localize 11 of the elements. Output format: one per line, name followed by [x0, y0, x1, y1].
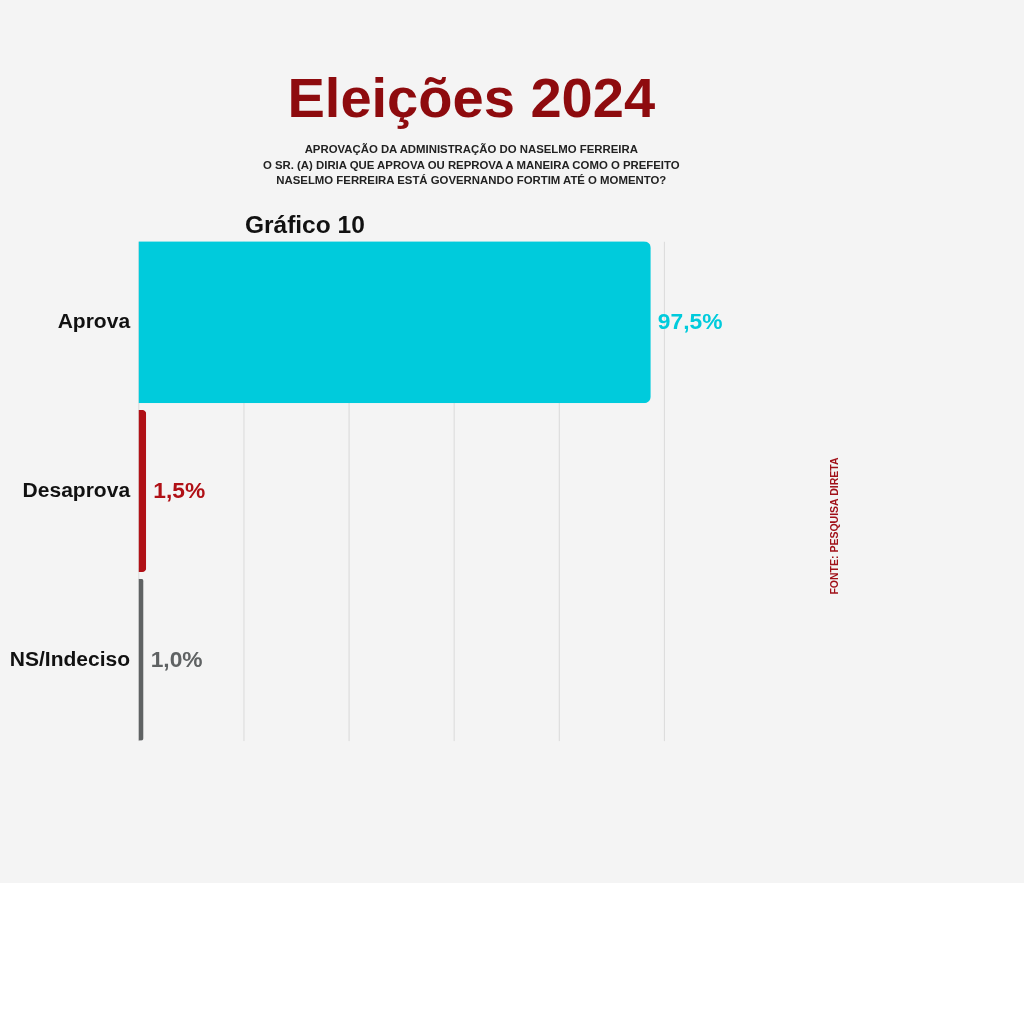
chart-title: Eleições 2024	[287, 65, 656, 129]
y-tick-label: Desaprova	[22, 478, 131, 502]
text: O SR. (A) DIRIA QUE APROVA OU REPROVA A MANEIRA COMO O PREFEITO NASELMO FERREIRA ESTÁ GOVERNANDO FORTIM ATÉ O MOMENTO?	[262, 158, 680, 187]
y-tick-label: Aprova	[57, 309, 131, 333]
chart-subtitle: APROVAÇÃO DA ADMINISTRAÇÃO DO NASELMO FERREIRA	[304, 142, 638, 155]
data-label: 97,5%	[657, 308, 723, 335]
y-tick-label: NS/Indeciso	[9, 646, 131, 670]
data-label: 1,0%	[150, 645, 203, 672]
source-note: FONTE: PESQUISA DIRETA	[828, 457, 841, 595]
data-label: 1,5%	[153, 477, 206, 503]
text: Gráfico 10	[244, 210, 365, 238]
